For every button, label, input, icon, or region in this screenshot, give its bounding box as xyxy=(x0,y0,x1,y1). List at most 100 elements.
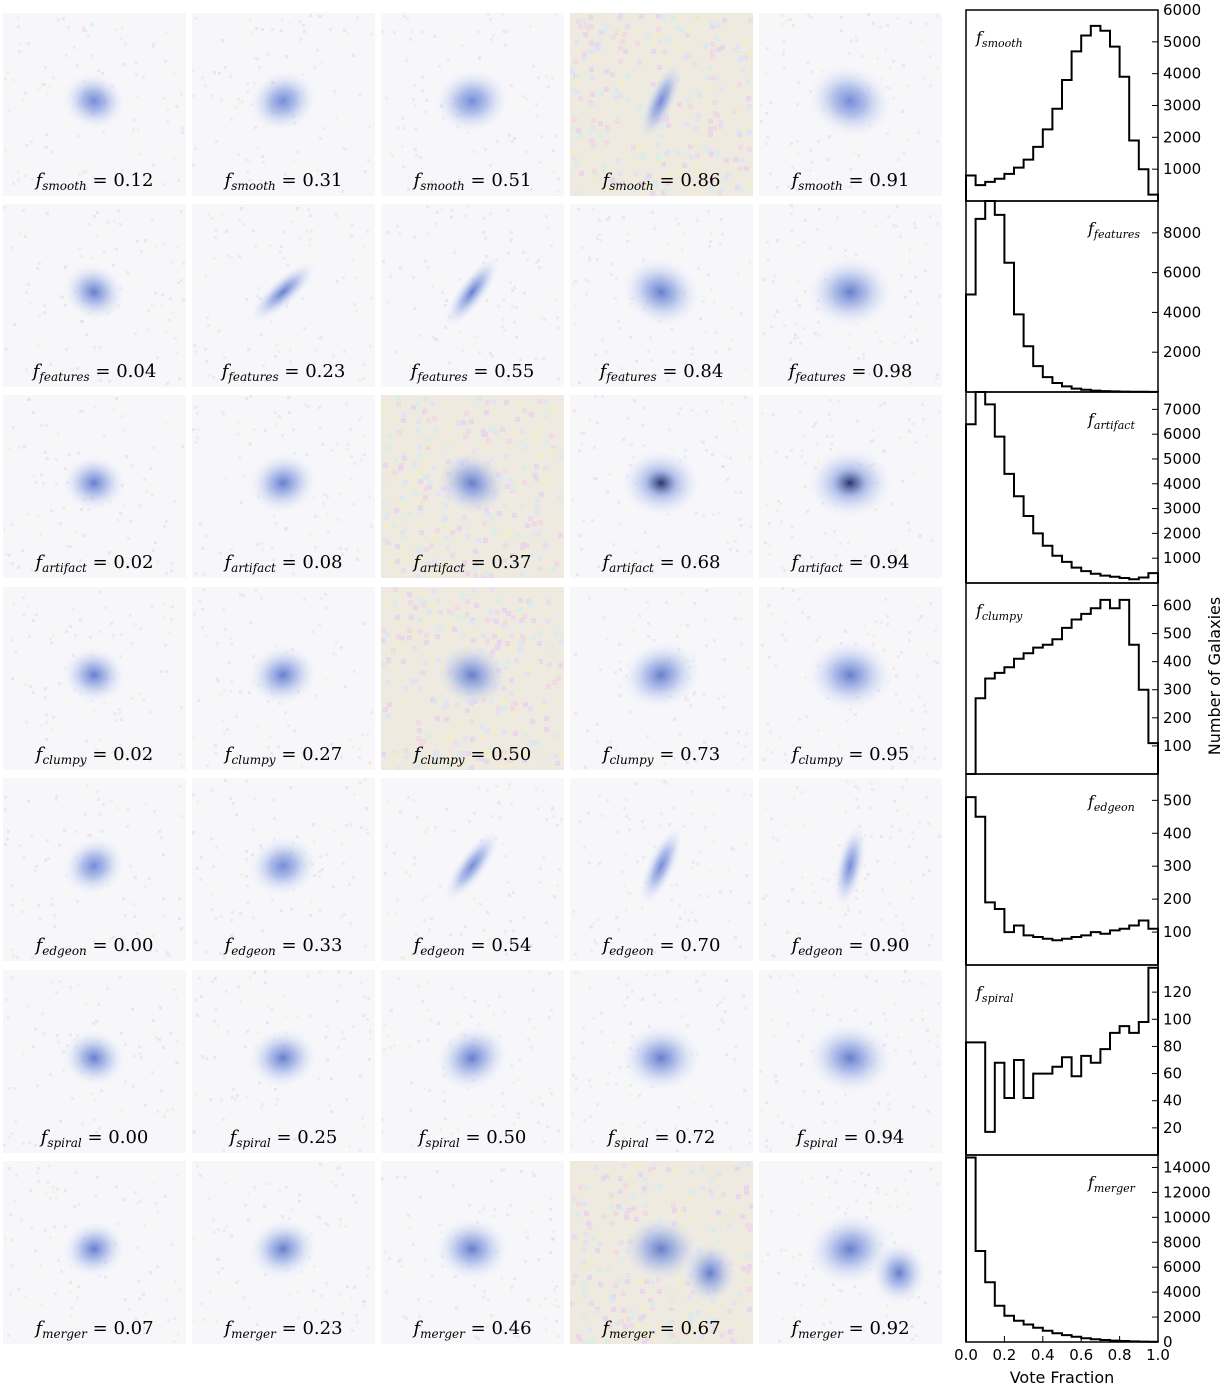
caption-subscript: spiral xyxy=(614,1136,649,1150)
caption-symbol: f xyxy=(35,170,43,191)
y-tick-label: 2000 xyxy=(1163,128,1201,146)
caption-subscript: spiral xyxy=(47,1136,82,1150)
caption-subscript: artifact xyxy=(609,561,654,575)
vote-fraction-caption: fspiral = 0.00 xyxy=(3,1127,186,1150)
histogram-steps xyxy=(965,391,1159,583)
galaxy-image xyxy=(3,970,186,1153)
caption-value: 0.55 xyxy=(494,361,535,382)
x-tick-label: 0.6 xyxy=(1069,1346,1093,1364)
vote-fraction-caption: fsmooth = 0.12 xyxy=(3,170,186,193)
y-tick-label: 300 xyxy=(1163,857,1192,875)
vote-fraction-caption: fedgeon = 0.33 xyxy=(192,935,375,958)
y-tick-label: 1000 xyxy=(1163,160,1201,178)
galaxy-thumbnail: fartifact = 0.08 xyxy=(192,395,375,578)
y-tick-label: 200 xyxy=(1163,709,1192,727)
caption-value: 0.04 xyxy=(116,361,157,382)
caption-value: 0.08 xyxy=(302,552,343,573)
caption-equals: = xyxy=(86,552,114,573)
caption-subscript: artifact xyxy=(420,561,465,575)
galaxy-image xyxy=(3,395,186,578)
caption-subscript: edgeon xyxy=(42,944,87,958)
galaxy-thumbnail: fartifact = 0.94 xyxy=(759,395,942,578)
histogram-steps xyxy=(965,966,1159,1155)
galaxy-image xyxy=(381,1161,564,1344)
caption-equals: = xyxy=(464,744,492,765)
caption-symbol: f xyxy=(413,744,421,765)
caption-value: 0.50 xyxy=(486,1127,527,1148)
caption-subscript: merger xyxy=(231,1327,276,1341)
galaxy-thumbnail: fspiral = 0.94 xyxy=(759,970,942,1153)
caption-symbol: f xyxy=(413,170,421,191)
galaxy-image xyxy=(3,1161,186,1344)
vote-fraction-caption: fartifact = 0.94 xyxy=(759,552,942,575)
vote-fraction-caption: fclumpy = 0.95 xyxy=(759,744,942,767)
caption-equals: = xyxy=(459,1127,487,1148)
y-tick-label: 100 xyxy=(1163,737,1192,755)
caption-subscript: features xyxy=(417,370,468,384)
caption-value: 0.92 xyxy=(869,1318,910,1339)
y-tick-label: 8000 xyxy=(1163,224,1201,242)
caption-subscript: edgeon xyxy=(798,944,843,958)
y-tick-label: 10000 xyxy=(1163,1208,1211,1226)
caption-equals: = xyxy=(467,361,495,382)
caption-equals: = xyxy=(275,552,303,573)
x-tick-label: 1.0 xyxy=(1146,1346,1170,1364)
y-tick-label: 500 xyxy=(1163,625,1192,643)
galaxy-thumbnail: fspiral = 0.50 xyxy=(381,970,564,1153)
caption-symbol: f xyxy=(788,361,796,382)
galaxy-image xyxy=(192,13,375,196)
y-tick-label: 1000 xyxy=(1163,549,1201,567)
caption-symbol: f xyxy=(35,1318,43,1339)
caption-symbol: f xyxy=(796,1127,804,1148)
y-tick-label: 4000 xyxy=(1163,1283,1201,1301)
caption-equals: = xyxy=(845,361,873,382)
caption-equals: = xyxy=(653,170,681,191)
galaxy-image xyxy=(192,204,375,387)
caption-subscript: spiral xyxy=(425,1136,460,1150)
vote-fraction-caption: fmerger = 0.92 xyxy=(759,1318,942,1341)
y-tick-label: 400 xyxy=(1163,824,1192,842)
caption-symbol: f xyxy=(229,1127,237,1148)
galaxy-image xyxy=(570,778,753,961)
caption-symbol: f xyxy=(413,1318,421,1339)
galaxy-thumbnail: fedgeon = 0.54 xyxy=(381,778,564,961)
panel-label-symbol: f xyxy=(1087,219,1097,238)
caption-equals: = xyxy=(86,935,114,956)
histogram-steps xyxy=(965,1156,1159,1343)
caption-value: 0.94 xyxy=(869,552,910,573)
caption-subscript: smooth xyxy=(798,179,843,193)
caption-equals: = xyxy=(653,935,681,956)
caption-subscript: edgeon xyxy=(609,944,654,958)
caption-value: 0.67 xyxy=(680,1318,721,1339)
caption-subscript: smooth xyxy=(231,179,276,193)
x-tick-label: 0.2 xyxy=(992,1346,1016,1364)
x-tick-label: 0.8 xyxy=(1108,1346,1132,1364)
galaxy-image xyxy=(192,1161,375,1344)
caption-symbol: f xyxy=(607,1127,615,1148)
y-tick-label: 7000 xyxy=(1163,400,1201,418)
panel-label: fspiral xyxy=(975,983,1014,1005)
panel-label: fclumpy xyxy=(975,601,1023,623)
x-tick-label: 0.4 xyxy=(1031,1346,1055,1364)
caption-symbol: f xyxy=(224,170,232,191)
y-tick-label: 3000 xyxy=(1163,97,1201,115)
vote-fraction-caption: fspiral = 0.50 xyxy=(381,1127,564,1150)
panel-label-subscript: spiral xyxy=(982,992,1014,1005)
galaxy-image xyxy=(3,204,186,387)
galaxy-thumbnail: fmerger = 0.07 xyxy=(3,1161,186,1344)
galaxy-image xyxy=(759,204,942,387)
galaxy-image xyxy=(570,1161,753,1344)
galaxy-thumbnail: fmerger = 0.46 xyxy=(381,1161,564,1344)
galaxy-image xyxy=(3,778,186,961)
galaxy-thumbnail: fsmooth = 0.86 xyxy=(570,13,753,196)
caption-value: 0.70 xyxy=(680,935,721,956)
galaxy-image xyxy=(192,395,375,578)
caption-subscript: merger xyxy=(420,1327,465,1341)
vote-fraction-caption: fartifact = 0.02 xyxy=(3,552,186,575)
panel-label-subscript: merger xyxy=(1094,1182,1136,1195)
caption-symbol: f xyxy=(602,744,610,765)
galaxy-thumbnail: fclumpy = 0.27 xyxy=(192,587,375,770)
caption-subscript: clumpy xyxy=(42,753,87,767)
galaxy-thumbnail: fmerger = 0.23 xyxy=(192,1161,375,1344)
y-tick-label: 20 xyxy=(1163,1119,1182,1137)
